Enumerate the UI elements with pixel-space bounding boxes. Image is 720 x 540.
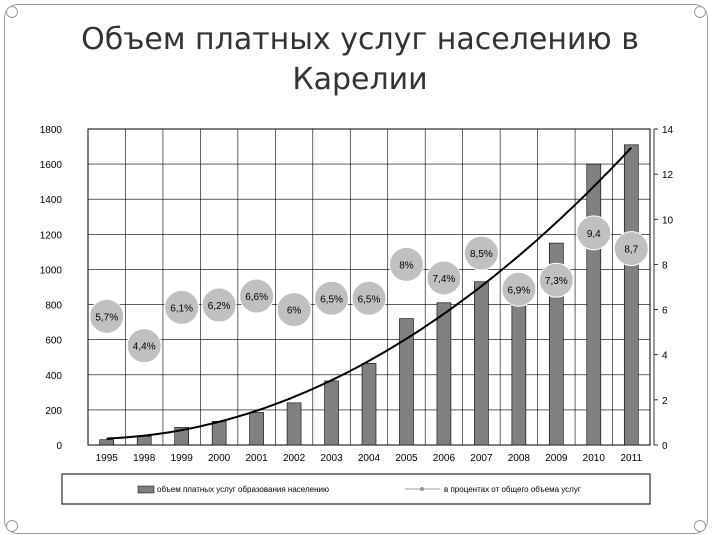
legend-bar-swatch <box>137 485 155 494</box>
x-axis: 1995 1998 1999 2000 2001 2002 2003 2004 2005 2006… <box>96 453 643 464</box>
percent-label: 4,4% <box>133 342 156 353</box>
percent-bubble <box>613 231 649 267</box>
percent-bubble <box>388 246 424 282</box>
y-right-tick-label: 12 <box>662 170 674 181</box>
percent-label: 6% <box>287 306 302 317</box>
percent-bubble <box>576 215 612 251</box>
percent-label: 5,7% <box>95 312 118 323</box>
x-tick-label: 2010 <box>583 453 606 464</box>
y-left-tick-label: 200 <box>45 406 62 417</box>
bar <box>211 420 227 446</box>
percent-bubble <box>426 260 462 296</box>
x-tick-label: 1995 <box>96 453 119 464</box>
y-right-tick-label: 14 <box>662 125 674 136</box>
slide-frame <box>4 4 708 534</box>
y-right-tick-label: 8 <box>662 260 668 271</box>
x-tick-label: 2003 <box>320 453 343 464</box>
frame-corner-bl <box>6 520 18 532</box>
bar <box>361 363 377 446</box>
y-left-tick-label: 800 <box>45 301 62 312</box>
percent-bubble <box>276 292 312 328</box>
frame-corner-br <box>694 520 706 532</box>
y-left-tick-label: 400 <box>45 371 62 382</box>
x-tick-label: 2001 <box>245 453 268 464</box>
percent-bubble <box>164 289 200 325</box>
percent-bubble <box>126 328 162 364</box>
bar <box>249 412 264 446</box>
percent-label: 7,4% <box>433 274 456 285</box>
page-title: Объем платных услуг населению в Карелии <box>81 22 639 97</box>
percent-bubble <box>538 262 574 298</box>
bar <box>623 144 639 446</box>
percent-bubble <box>201 287 237 323</box>
y-axis-left: 0 200 400 600 800 1000 1200 1400 1600 1800 <box>40 125 63 452</box>
percent-label: 6,5% <box>358 294 381 305</box>
bar <box>136 435 152 446</box>
percent-label: 7,3% <box>545 276 568 287</box>
legend: объем платных услуг образования населени… <box>61 473 651 505</box>
percent-label: 8,7 <box>624 245 638 256</box>
bar <box>99 439 115 446</box>
y-left-tick-label: 600 <box>45 336 62 347</box>
x-tick-label: 2005 <box>395 453 418 464</box>
percent-bubble <box>501 271 537 307</box>
x-tick-label: 2011 <box>621 453 643 464</box>
bar <box>286 402 302 446</box>
y-left-tick-label: 1200 <box>40 230 63 241</box>
x-tick-label: 2000 <box>208 453 231 464</box>
percent-label: 6,1% <box>170 303 193 314</box>
x-tick-label: 1998 <box>133 453 156 464</box>
y-left-tick-label: 1800 <box>40 125 63 136</box>
x-tick-label: 2009 <box>545 453 568 464</box>
bar <box>511 285 527 446</box>
trendline <box>106 147 633 440</box>
x-tick-label: 1999 <box>171 453 194 464</box>
x-tick-label: 2007 <box>470 453 493 464</box>
frame-corner-tr <box>694 6 706 18</box>
y-right-tick-label: 6 <box>662 306 668 317</box>
bar <box>324 380 339 446</box>
percent-label: 8,5% <box>470 249 493 260</box>
percent-label: 6,2% <box>208 301 231 312</box>
bar <box>174 427 189 446</box>
bar <box>399 318 414 446</box>
y-left-tick-label: 1000 <box>40 265 63 276</box>
percent-label: 9,4 <box>587 229 601 240</box>
legend-box <box>61 473 651 505</box>
percent-label: 6,9% <box>507 285 530 296</box>
percent-bubble <box>463 235 499 271</box>
bar <box>436 302 452 446</box>
y-right-tick-label: 10 <box>662 215 674 226</box>
frame-corner-tl <box>6 6 18 18</box>
percent-bubble <box>314 280 350 316</box>
y-right-tick-label: 2 <box>662 396 668 407</box>
percent-label: 6,6% <box>245 292 268 303</box>
percent-bubble <box>239 278 275 314</box>
x-tick-label: 2002 <box>283 453 306 464</box>
legend-bar-label: объем платных услуг образования населени… <box>157 485 329 494</box>
legend-line-label: в процентах от общего объема услуг <box>444 485 581 494</box>
legend-line-marker <box>420 487 424 491</box>
y-left-tick-label: 1600 <box>40 160 63 171</box>
y-right-tick-label: 0 <box>662 441 668 452</box>
y-axis-right: 0 2 4 6 8 10 12 14 <box>653 125 674 452</box>
y-left-tick-label: 1400 <box>40 195 63 206</box>
percent-label: 6,5% <box>320 294 343 305</box>
percent-bubble <box>351 280 387 316</box>
y-left-tick-label: 0 <box>56 441 62 452</box>
x-tick-label: 2006 <box>433 453 456 464</box>
percent-label: 8% <box>399 260 414 271</box>
bar <box>474 281 489 446</box>
bar <box>586 163 602 446</box>
x-tick-label: 2008 <box>508 453 531 464</box>
x-tick-label: 2004 <box>358 453 381 464</box>
percent-bubble <box>89 298 125 334</box>
y-right-tick-label: 4 <box>662 351 668 362</box>
bubbles: 5,7% 4,4% 6,1% 6,2% 6,6% 6% 6,5% 6,5% 8% 7,4% 8,5%… <box>89 215 649 364</box>
